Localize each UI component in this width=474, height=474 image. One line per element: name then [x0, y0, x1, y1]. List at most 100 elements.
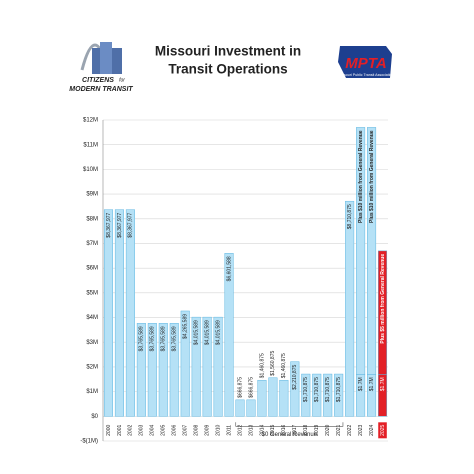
segment-label: Plus $5 million from General Revenue	[380, 254, 386, 344]
logo-right: MPTA Missouri Public Transit Association	[338, 46, 394, 78]
y-tick-label: $2M	[86, 365, 98, 371]
bar	[279, 379, 289, 417]
y-tick-label: $10M	[83, 167, 98, 173]
value-label: $8,367,977	[128, 212, 134, 237]
x-tick-label: 2021	[336, 425, 342, 436]
x-tick-label: 2001	[117, 425, 123, 436]
bar	[323, 373, 333, 417]
bar-segment	[367, 127, 377, 375]
bar-segment	[356, 127, 366, 375]
value-label: $1.7M	[358, 377, 364, 391]
value-label: $666,875	[237, 377, 243, 398]
state-icon	[338, 46, 392, 78]
bar	[224, 253, 234, 417]
value-label: $1,710,875	[336, 377, 342, 402]
bar-segment	[377, 250, 388, 375]
logo-mark: MPTA	[345, 55, 386, 72]
building-icon	[100, 42, 112, 74]
bar	[136, 323, 146, 417]
year-highlight	[378, 422, 387, 439]
x-tick-label: 2020	[325, 425, 331, 436]
y-tick-label: $11M	[83, 142, 98, 148]
x-tick-label: 2015	[270, 425, 276, 436]
x-tick-label: 2019	[314, 425, 320, 436]
value-label: $8,710,875	[347, 204, 353, 229]
x-tick-label: 2017	[292, 425, 298, 436]
chart-title: Transit Operations	[168, 62, 287, 77]
value-label: $8,367,977	[117, 212, 123, 237]
bar	[268, 377, 278, 417]
x-tick-label: 2025	[380, 425, 386, 436]
logo-text: MODERN TRANSIT	[69, 86, 133, 93]
bar	[180, 310, 190, 417]
bar	[191, 316, 201, 417]
x-tick-label: 2013	[248, 425, 254, 436]
value-label: $3,765,589	[172, 326, 178, 351]
value-label: $4,015,589	[204, 320, 210, 345]
x-tick-label: 2007	[183, 425, 189, 436]
bar	[169, 323, 179, 417]
x-tick-label: 2003	[139, 425, 145, 436]
y-tick-label: $7M	[86, 241, 98, 247]
y-tick-label: $3M	[86, 340, 98, 346]
value-label: $666,875	[248, 377, 254, 398]
x-tick-label: 2006	[172, 425, 178, 436]
value-label: $2,210,875	[292, 365, 298, 390]
y-tick-label: $5M	[86, 290, 98, 296]
y-tick-label: $8M	[86, 216, 98, 222]
value-label: $1.7M	[369, 377, 375, 391]
x-tick-label: 2010	[215, 425, 221, 436]
x-tick-label: 2022	[347, 425, 353, 436]
x-tick-label: 2011	[226, 425, 232, 436]
bracket	[235, 422, 344, 427]
value-label: $8,367,977	[106, 212, 112, 237]
bar	[257, 379, 267, 417]
bar	[246, 399, 256, 417]
y-tick-label: -$(1M)	[80, 439, 98, 445]
x-tick-label: 2012	[237, 425, 243, 436]
segment-label: Plus $10 million from General Revenue	[358, 130, 364, 223]
y-tick-label: $1M	[86, 389, 98, 395]
value-label: $1,560,875	[270, 351, 276, 376]
x-tick-label: 2016	[281, 425, 287, 436]
x-tick-label: 2005	[161, 425, 167, 436]
bar	[334, 373, 344, 417]
logo-left: CITIZENS for MODERN TRANSIT	[69, 42, 133, 93]
y-tick-label: $6M	[86, 266, 98, 272]
bar	[147, 323, 157, 417]
value-label: $1,460,875	[281, 353, 287, 378]
value-label: $3,765,589	[150, 326, 156, 351]
value-label: $1,710,875	[314, 377, 320, 402]
x-tick-label: 2024	[369, 425, 375, 436]
y-tick-label: $4M	[86, 315, 98, 321]
value-label: $3,765,589	[161, 326, 167, 351]
x-tick-label: 2018	[303, 425, 309, 436]
y-tick-label: $0	[91, 414, 98, 420]
bar	[345, 200, 355, 417]
bar	[114, 209, 124, 417]
x-tick-label: 2004	[150, 425, 156, 436]
x-tick-label: 2014	[259, 425, 265, 436]
bar	[235, 399, 245, 417]
value-label: $4,015,589	[194, 320, 200, 345]
chart-title: Missouri Investment in	[155, 44, 301, 59]
x-tick-label: 2023	[358, 425, 364, 436]
y-tick-label: $9M	[86, 192, 98, 198]
bar	[202, 316, 212, 417]
x-tick-label: 2009	[204, 425, 210, 436]
bar	[301, 373, 311, 417]
value-label: $3,765,589	[139, 326, 145, 351]
segment-label: Plus $10 million from General Revenue	[369, 130, 375, 223]
annotation: $0 General Revenue	[262, 432, 318, 438]
value-label: $4,015,589	[215, 320, 221, 345]
y-tick-label: $12M	[83, 118, 98, 124]
value-label: $4,265,589	[183, 314, 189, 339]
bar	[103, 209, 114, 417]
x-tick-label: 2002	[128, 425, 134, 436]
logo-text: for	[119, 77, 125, 83]
bar	[125, 209, 135, 417]
value-label: $1.7M	[380, 377, 386, 391]
logo-text: Missouri Public Transit Association	[338, 73, 393, 77]
